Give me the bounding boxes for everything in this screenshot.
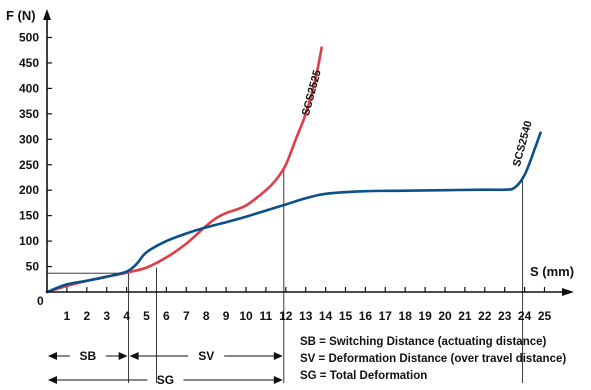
x-tick-label: 6 (163, 309, 170, 323)
y-tick-label: 500 (19, 31, 39, 45)
origin-label: 0 (37, 294, 44, 308)
x-axis-title: S (mm) (530, 264, 574, 279)
x-tick-label: 24 (518, 309, 532, 323)
x-tick-label: 15 (339, 309, 353, 323)
legend-entry: SV = Deformation Distance (over travel d… (300, 353, 566, 365)
axes (43, 9, 574, 296)
y-tick-label: 100 (19, 234, 39, 248)
span-label-sg: SG (157, 373, 174, 387)
span-arrow-left (48, 376, 57, 384)
x-tick-label: 9 (223, 309, 230, 323)
y-tick-label: 450 (19, 56, 39, 70)
x-tick-label: 13 (299, 309, 313, 323)
x-tick-label: 25 (538, 309, 552, 323)
x-tick-label: 17 (379, 309, 393, 323)
x-tick-label: 2 (83, 309, 90, 323)
span-arrow-left (48, 352, 57, 360)
legend: SB = Switching Distance (actuating dista… (300, 336, 566, 382)
y-tick-label: 350 (19, 107, 39, 121)
series-line-scs2525 (45, 46, 323, 294)
x-tick-label: 20 (438, 309, 452, 323)
y-tick-label: 50 (26, 260, 40, 274)
series-curves (45, 46, 542, 294)
span-label-sv: SV (198, 349, 214, 363)
x-tick-label: 22 (478, 309, 492, 323)
x-tick-label: 3 (103, 309, 110, 323)
x-tick-label: 4 (123, 309, 130, 323)
x-tick-label: 18 (399, 309, 413, 323)
span-arrow-right (273, 376, 283, 384)
x-tick-label: 16 (359, 309, 373, 323)
x-tick-label: 12 (279, 309, 293, 323)
x-tick-label: 1 (64, 309, 71, 323)
x-tick-label: 8 (203, 309, 210, 323)
x-tick-label: 14 (319, 309, 333, 323)
legend-entry: SG = Total Deformation (300, 370, 427, 382)
x-tick-label: 11 (260, 309, 273, 323)
x-tick-label: 10 (239, 309, 253, 323)
y-tick-label: 150 (19, 209, 39, 223)
span-arrow-left (129, 352, 139, 360)
y-tick-label: 250 (19, 158, 39, 172)
y-tick-label: 200 (19, 183, 39, 197)
y-axis-title: F (N) (6, 8, 36, 23)
y-axis-ticks: 50 100 150 200 250 300 350 400 450 500 (19, 31, 52, 274)
legend-entry: SB = Switching Distance (actuating dista… (300, 336, 547, 348)
span-label-sb: SB (79, 349, 96, 363)
x-axis-arrow (562, 288, 574, 296)
x-tick-label: 19 (418, 309, 432, 323)
y-axis-arrow (43, 9, 51, 20)
series-label-scs2525: SCS2525 (300, 69, 324, 118)
distance-spans: SB SV SG (48, 349, 283, 387)
x-tick-label: 7 (183, 309, 190, 323)
x-tick-label: 23 (498, 309, 512, 323)
y-tick-label: 400 (19, 81, 39, 95)
y-tick-label: 300 (19, 132, 39, 146)
x-tick-label: 21 (458, 309, 472, 323)
span-arrow-right (273, 352, 283, 360)
x-axis-ticks: 1 2 3 4 5 6 7 8 9 10 11 12 13 14 15 16 17 18 19 20 21 22 23 24 2… (64, 287, 552, 323)
x-tick-label: 5 (143, 309, 150, 323)
series-line-scs2540 (45, 131, 542, 294)
span-arrow-right (118, 352, 128, 360)
